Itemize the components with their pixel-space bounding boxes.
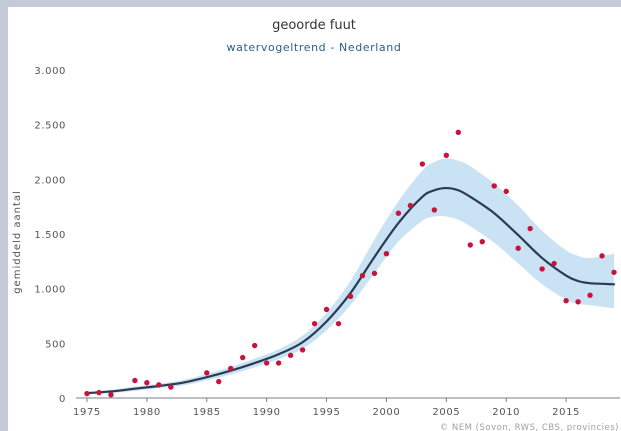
data-point [431,207,438,213]
x-tick-label: 2000 [373,407,401,418]
data-point [335,320,342,327]
data-point [491,183,497,189]
data-point [371,270,378,277]
data-point [108,392,114,398]
axes [76,397,620,402]
data-point [551,260,557,267]
confidence-band-layer [86,158,615,395]
data-point [347,293,354,300]
data-point [144,379,150,386]
x-tick-label: 1980 [133,407,161,418]
chart-subtitle: watervogeltrend - Nederland [227,41,402,54]
data-point [479,238,485,245]
data-point [395,210,402,216]
x-tick-label: 1975 [73,407,101,418]
data-point [204,370,210,376]
y-tick-label: 3.000 [34,66,66,77]
data-point [599,253,605,259]
data-point [407,202,414,209]
data-point [299,347,306,353]
data-point [168,384,174,390]
data-point [383,250,390,257]
data-point [359,272,366,279]
data-point [443,152,450,158]
data-point [323,306,330,313]
data-points [84,129,617,398]
data-point [455,129,461,136]
y-tick-label: 2.500 [34,121,66,132]
data-point [419,161,426,167]
data-point [503,188,509,195]
y-tick-label: 0 [59,394,66,405]
data-point [467,242,473,248]
data-point [287,352,294,359]
data-point [515,245,521,251]
data-point [132,377,138,384]
data-point [216,378,222,385]
chart-title: geoorde fuut [272,18,356,33]
y-tick-label: 1.500 [34,230,66,241]
x-tick-label: 2005 [432,407,460,418]
data-point [156,382,162,388]
data-point [251,342,258,349]
data-point [587,292,593,298]
data-point [539,266,545,272]
data-point [527,225,533,232]
x-tick-label: 1985 [193,407,221,418]
trend-line-layer [85,186,616,395]
trend-line [85,186,616,395]
trend-chart: geoorde fuut watervogeltrend - Nederland… [12,18,620,431]
y-axis-label: gemiddeld aantal [12,190,23,294]
y-tick-label: 2.000 [34,175,66,186]
tick-labels: 1975 1980 1985 1990 1995 2000 2005 2010 2015 0 500… [34,66,580,418]
confidence-band [86,158,615,395]
data-point [240,354,246,361]
data-point [611,269,617,275]
credit-text: © NEM (Sovon, RWS, CBS, provincies) [440,423,619,431]
data-point [96,389,102,396]
x-tick-label: 1990 [253,407,281,418]
chart-frame: geoorde fuut watervogeltrend - Nederland… [8,7,621,431]
data-point [575,299,581,305]
x-tick-label: 2010 [492,407,520,418]
data-point [84,390,90,397]
y-tick-label: 500 [45,339,66,350]
data-point [275,360,282,366]
x-tick-label: 1995 [313,407,341,418]
y-tick-label: 1.000 [34,285,66,296]
data-point [228,365,234,372]
x-tick-label: 2015 [552,407,580,418]
data-point [263,360,270,366]
data-point [563,297,569,304]
data-point [311,320,318,327]
